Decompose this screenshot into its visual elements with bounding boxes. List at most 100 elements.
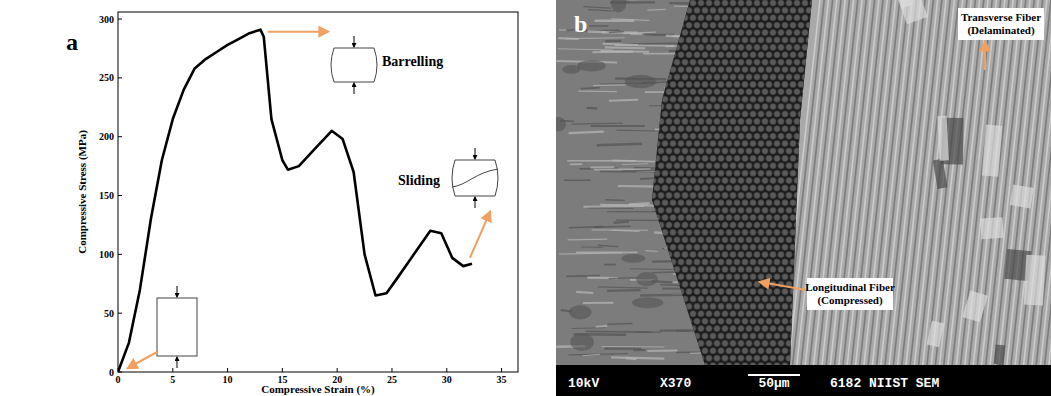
- fiber-end: [642, 207, 649, 214]
- fiber-end: [698, 14, 705, 21]
- fiber-end: [758, 52, 765, 59]
- fiber-end: [738, 44, 745, 51]
- fiber-end: [738, 237, 745, 244]
- fiber-end: [738, 251, 745, 258]
- pointer-arrow: [984, 42, 986, 70]
- fiber-end: [722, 14, 729, 21]
- fiber-end: [642, 29, 649, 36]
- fiber-end: [794, 148, 801, 155]
- fiber-end: [718, 288, 725, 295]
- fiber-ends: [642, 0, 821, 365]
- fiber-end: [734, 22, 741, 29]
- fiber-end: [742, 362, 749, 365]
- fiber-end: [762, 251, 769, 258]
- fiber-end: [806, 318, 813, 325]
- fiber-stripe: [805, 0, 845, 365]
- fiber-end: [750, 140, 757, 147]
- fiber-end: [738, 207, 745, 214]
- fiber-end: [762, 118, 769, 125]
- fiber-end: [750, 348, 757, 355]
- fiber-end: [698, 118, 705, 125]
- fiber-end: [802, 0, 809, 6]
- fiber-end: [674, 89, 681, 96]
- fiber-end: [718, 111, 725, 118]
- fiber-end: [774, 214, 781, 221]
- fiber-end: [730, 281, 737, 288]
- fiber-end: [674, 237, 681, 244]
- texture-spot: [636, 272, 657, 286]
- fiber-end: [806, 348, 813, 355]
- fiber-stripe: [860, 0, 900, 365]
- fiber-end: [810, 118, 817, 125]
- y-tick: [118, 136, 122, 137]
- fiber-end: [734, 288, 741, 295]
- fiber-end: [714, 148, 721, 155]
- fiber-end: [666, 340, 673, 347]
- fiber-end: [674, 163, 681, 170]
- annotation: Sliding: [398, 173, 440, 188]
- fiber-end: [802, 163, 809, 170]
- fiber-end: [682, 237, 689, 244]
- fiber-end: [698, 148, 705, 155]
- fiber-end: [726, 333, 733, 340]
- fiber-end: [814, 348, 821, 355]
- fiber-end: [666, 0, 673, 6]
- fiber-end: [658, 148, 665, 155]
- fiber-end: [742, 81, 749, 88]
- fiber-end: [786, 118, 793, 125]
- fiber-end: [746, 325, 753, 332]
- fiber-end: [754, 222, 761, 229]
- fiber-end: [794, 163, 801, 170]
- figure: 05101520253035050100150200250300Compress…: [0, 0, 1051, 396]
- fiber-end: [782, 185, 789, 192]
- fiber-end: [686, 170, 693, 177]
- texture-streak: [590, 166, 614, 168]
- fiber-end: [658, 251, 665, 258]
- fiber-end: [646, 185, 653, 192]
- fiber-end: [686, 52, 693, 59]
- debris: [933, 159, 948, 189]
- fiber-end: [774, 362, 781, 365]
- fiber-end: [810, 74, 817, 81]
- fiber-end: [766, 318, 773, 325]
- texture-spot: [625, 75, 657, 89]
- fiber-end: [650, 44, 657, 51]
- fiber-end: [698, 89, 705, 96]
- fiber-end: [806, 96, 813, 103]
- fiber-end: [714, 281, 721, 288]
- fiber-end: [758, 185, 765, 192]
- fiber-end: [658, 355, 665, 362]
- fiber-end: [766, 259, 773, 266]
- fiber-end: [718, 244, 725, 251]
- fiber-end: [706, 207, 713, 214]
- fiber-end: [738, 177, 745, 184]
- fiber-end: [814, 96, 821, 103]
- fiber-end: [718, 126, 725, 133]
- fiber-end: [794, 118, 801, 125]
- load-arrow: [177, 357, 178, 368]
- fiber-end: [782, 155, 789, 162]
- fiber-end: [782, 274, 789, 281]
- fiber-end: [758, 318, 765, 325]
- fiber-end: [770, 44, 777, 51]
- fiber-end: [810, 192, 817, 199]
- fiber-end: [654, 274, 661, 281]
- fiber-end: [706, 222, 713, 229]
- fiber-end: [710, 259, 717, 266]
- fiber-stripe: [847, 0, 887, 365]
- fiber-end: [814, 7, 821, 14]
- fiber-end: [754, 29, 761, 36]
- fiber-end: [698, 325, 705, 332]
- texture-streak: [570, 163, 583, 165]
- fiber-end: [642, 14, 649, 21]
- fiber-end: [814, 170, 821, 177]
- fiber-end: [786, 163, 793, 170]
- fiber-end: [754, 340, 761, 347]
- fiber-end: [678, 244, 685, 251]
- fiber-stripe: [927, 0, 967, 365]
- fiber-end: [654, 7, 661, 14]
- fiber-end: [650, 177, 657, 184]
- fiber-end: [738, 14, 745, 21]
- fiber-stripe: [885, 0, 925, 365]
- fiber-stripe: [990, 0, 1030, 365]
